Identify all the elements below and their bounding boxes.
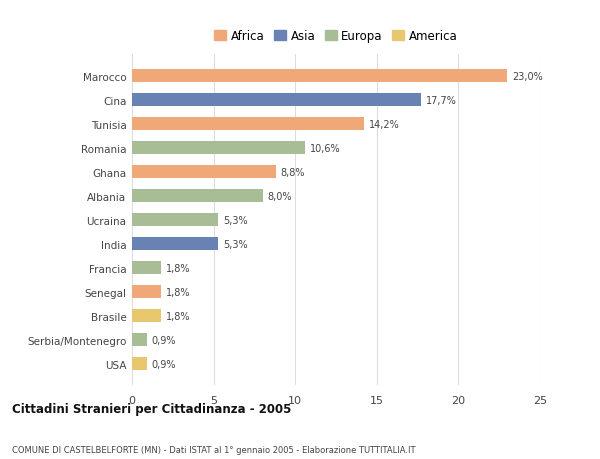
Bar — [132, 142, 305, 155]
Text: 8,8%: 8,8% — [281, 168, 305, 178]
Text: 0,9%: 0,9% — [152, 335, 176, 345]
Bar — [132, 238, 218, 251]
Text: 23,0%: 23,0% — [512, 72, 543, 82]
Text: 8,0%: 8,0% — [268, 191, 292, 202]
Bar — [132, 190, 263, 203]
Legend: Africa, Asia, Europa, America: Africa, Asia, Europa, America — [212, 28, 460, 45]
Bar — [132, 118, 364, 131]
Bar — [132, 94, 421, 107]
Bar — [132, 214, 218, 227]
Text: 14,2%: 14,2% — [368, 120, 400, 129]
Bar — [132, 358, 146, 370]
Text: 1,8%: 1,8% — [166, 311, 191, 321]
Text: 1,8%: 1,8% — [166, 287, 191, 297]
Text: 17,7%: 17,7% — [426, 95, 457, 106]
Bar — [132, 262, 161, 275]
Text: 5,3%: 5,3% — [223, 215, 248, 225]
Text: COMUNE DI CASTELBELFORTE (MN) - Dati ISTAT al 1° gennaio 2005 - Elaborazione TUT: COMUNE DI CASTELBELFORTE (MN) - Dati IST… — [12, 445, 415, 454]
Text: Cittadini Stranieri per Cittadinanza - 2005: Cittadini Stranieri per Cittadinanza - 2… — [12, 403, 292, 415]
Bar — [132, 166, 275, 179]
Bar — [132, 70, 508, 83]
Text: 0,9%: 0,9% — [152, 359, 176, 369]
Text: 10,6%: 10,6% — [310, 144, 341, 153]
Bar — [132, 309, 161, 323]
Bar — [132, 285, 161, 299]
Text: 5,3%: 5,3% — [223, 239, 248, 249]
Bar — [132, 333, 146, 347]
Text: 1,8%: 1,8% — [166, 263, 191, 273]
